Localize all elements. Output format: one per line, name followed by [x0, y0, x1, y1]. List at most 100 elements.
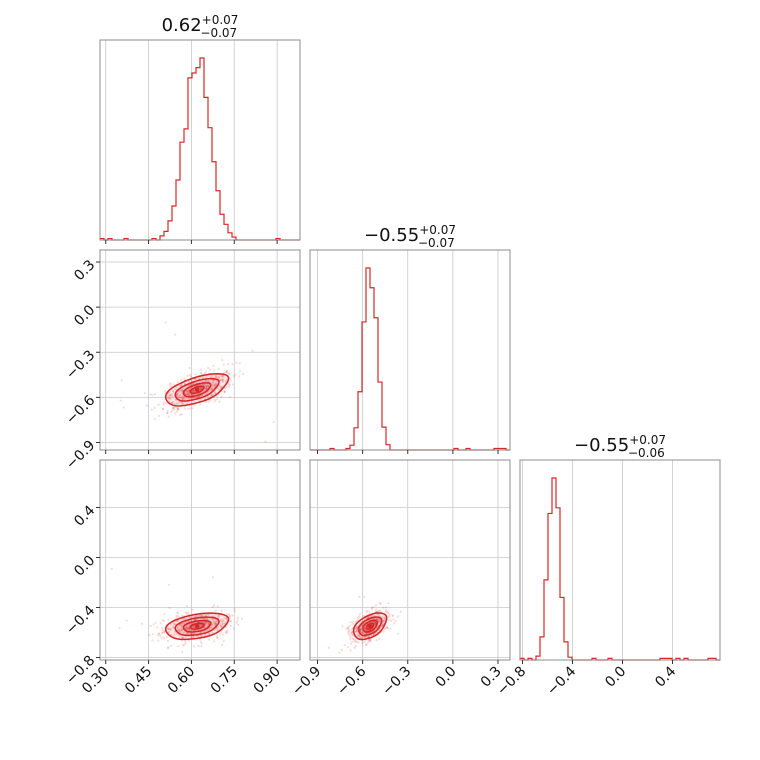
- sample-point: [171, 626, 174, 629]
- sample-point: [361, 631, 364, 635]
- density-peak: [194, 387, 200, 393]
- sample-point: [227, 363, 230, 366]
- panel-frame: [99, 39, 301, 241]
- sample-point: [176, 619, 179, 623]
- sample-point: [374, 621, 377, 624]
- sample-point: [170, 410, 173, 413]
- sample-point: [167, 627, 170, 631]
- sample-point: [389, 627, 392, 630]
- sample-point: [193, 625, 196, 628]
- sample-point: [200, 635, 203, 638]
- sample-point: [165, 635, 168, 639]
- sample-point: [375, 639, 378, 642]
- sample-point: [353, 640, 356, 643]
- sample-point: [223, 617, 226, 620]
- sample-point: [215, 636, 218, 639]
- sample-point: [378, 620, 381, 623]
- sample-point: [386, 610, 389, 613]
- sample-point: [193, 389, 196, 392]
- sample-point: [197, 644, 200, 648]
- sample-point: [174, 388, 177, 391]
- sample-point: [169, 628, 172, 631]
- sample-point: [350, 629, 353, 632]
- sample-point: [187, 611, 190, 614]
- sample-point: [151, 633, 154, 636]
- panel-title-2: −0.55+0.07 −0.07: [364, 223, 456, 250]
- sample-point: [236, 616, 239, 620]
- sample-point: [213, 621, 216, 625]
- sample-point: [153, 393, 156, 396]
- sample-point: [355, 629, 358, 632]
- sample-point: [211, 380, 215, 383]
- sample-point: [365, 629, 368, 632]
- sample-point: [189, 629, 192, 632]
- sample-point: [359, 628, 362, 632]
- sample-point: [192, 635, 196, 638]
- sample-point: [219, 625, 222, 628]
- sample-point: [200, 614, 203, 617]
- sample-point: [368, 611, 371, 614]
- sample-point: [185, 612, 188, 615]
- sample-point: [179, 624, 182, 628]
- sample-point: [183, 617, 186, 621]
- sample-point: [212, 364, 215, 367]
- sample-point: [345, 627, 348, 630]
- sample-point: [186, 385, 189, 388]
- sample-point: [228, 372, 231, 375]
- contour-line-2: [357, 616, 383, 637]
- sample-point: [178, 393, 181, 397]
- sample-point: [122, 406, 125, 409]
- sample-point: [173, 402, 176, 406]
- sample-point: [222, 633, 225, 636]
- sample-point: [205, 385, 209, 388]
- sample-point: [219, 374, 223, 377]
- sample-point: [181, 614, 184, 617]
- sample-point: [261, 454, 263, 456]
- sample-point: [224, 380, 227, 383]
- sample-point: [186, 389, 189, 392]
- sample-point: [384, 625, 387, 628]
- sample-point: [227, 372, 230, 375]
- sample-point: [225, 370, 228, 373]
- sample-point: [213, 400, 216, 403]
- sample-point: [212, 640, 215, 643]
- sample-point: [225, 371, 229, 374]
- sample-point: [177, 408, 180, 411]
- sample-point: [168, 628, 171, 632]
- sample-point: [158, 632, 161, 636]
- sample-point: [214, 374, 217, 377]
- sample-point: [364, 629, 367, 632]
- sample-point: [166, 396, 170, 399]
- sample-point: [181, 389, 184, 392]
- y-tick-label: 0.3: [71, 257, 98, 284]
- sample-point: [223, 622, 226, 625]
- histogram-line: [519, 477, 720, 661]
- sample-point: [233, 607, 236, 610]
- histogram-panel-3: −0.55+0.07 −0.06: [519, 433, 721, 664]
- sample-point: [211, 576, 214, 579]
- sample-point: [176, 408, 179, 411]
- sample-point: [359, 636, 362, 639]
- contour-line-1: [352, 612, 388, 641]
- sample-point: [355, 630, 358, 633]
- sample-point: [163, 390, 167, 393]
- sample-point: [148, 634, 151, 637]
- sample-point: [349, 649, 352, 652]
- sample-point: [214, 622, 217, 626]
- sample-point: [351, 640, 354, 644]
- sample-point: [180, 413, 183, 416]
- sample-point: [383, 618, 386, 621]
- sample-point: [178, 389, 181, 393]
- sample-point: [222, 375, 225, 378]
- sample-point: [170, 382, 173, 385]
- sample-point: [189, 407, 192, 410]
- sample-point: [186, 632, 189, 635]
- sample-point: [372, 606, 375, 609]
- sample-point: [150, 408, 153, 411]
- sample-point: [178, 630, 181, 633]
- sample-point: [184, 636, 188, 639]
- sample-point: [154, 621, 157, 624]
- sample-point: [213, 398, 216, 401]
- sample-point: [202, 389, 205, 392]
- sample-point: [356, 630, 359, 633]
